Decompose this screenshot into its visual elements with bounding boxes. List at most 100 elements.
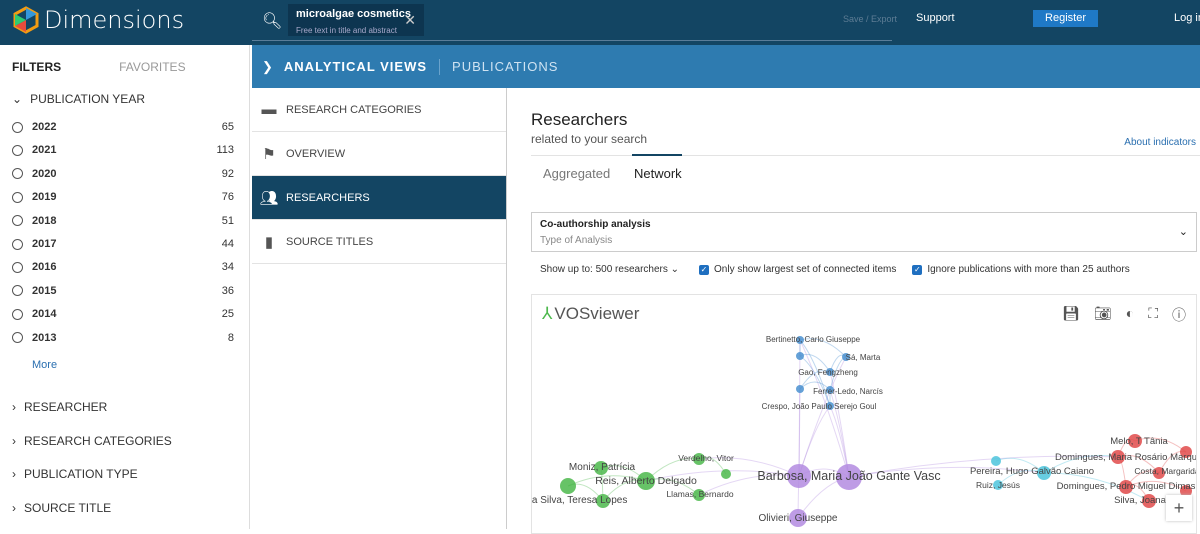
nav-item-research-categories[interactable]: ▬ RESEARCH CATEGORIES — [252, 88, 506, 132]
network-node[interactable] — [796, 352, 804, 360]
filter-section[interactable]: › PUBLICATION TYPE — [12, 467, 138, 481]
more-link[interactable]: More — [32, 359, 58, 371]
network-node[interactable] — [787, 464, 811, 488]
network-node[interactable] — [693, 489, 705, 501]
save-icon[interactable]: 💾︎ — [1062, 305, 1080, 321]
fullscreen-icon[interactable]: ⛶ — [1148, 305, 1158, 321]
node-label: Silva, Joana — [1114, 495, 1166, 506]
save-export-link[interactable]: Save / Export — [843, 14, 898, 24]
network-node[interactable] — [1153, 467, 1165, 479]
radio-button[interactable] — [12, 144, 23, 156]
network-node[interactable] — [1142, 494, 1156, 508]
filter-section[interactable]: › RESEARCHER — [12, 400, 107, 414]
close-icon[interactable]: ✕ — [404, 12, 416, 28]
network-node[interactable] — [1180, 446, 1192, 458]
year-label: 2018 — [32, 214, 57, 227]
radio-button[interactable] — [12, 261, 23, 273]
network-graph[interactable]: Bertinetto, Carlo Giuseppe Sá, Marta Gao, … — [532, 295, 1197, 534]
year-label: 2013 — [32, 331, 57, 344]
filter-label: RESEARCH CATEGORIES — [24, 433, 172, 448]
tab-aggregated[interactable]: Aggregated — [543, 166, 611, 181]
analytical-views-title[interactable]: ANALYTICAL VIEWS — [283, 59, 428, 74]
network-node[interactable] — [842, 353, 850, 361]
dimensions-logo[interactable]: Dimensions — [12, 6, 184, 34]
chevron-right-icon: › — [12, 400, 16, 414]
network-node[interactable] — [594, 461, 608, 475]
year-filter-2017[interactable]: 2017 44 — [12, 238, 234, 250]
login-link[interactable]: Log in — [1174, 12, 1200, 24]
radio-button[interactable] — [12, 121, 23, 133]
network-node[interactable] — [826, 368, 834, 376]
publications-link[interactable]: PUBLICATIONS — [452, 59, 559, 74]
year-filter-2019[interactable]: 2019 76 — [12, 191, 234, 203]
largest-set-checkbox[interactable]: ✓ — [699, 264, 710, 275]
radio-button[interactable] — [12, 285, 23, 297]
network-node[interactable] — [836, 464, 862, 490]
network-node[interactable] — [991, 456, 1001, 466]
show-up-to-select[interactable]: 500 researchers ⌄ — [595, 264, 680, 275]
network-link — [799, 339, 850, 478]
network-node[interactable] — [789, 509, 807, 527]
tab-filters[interactable]: FILTERS — [12, 60, 62, 74]
nav-item-overview[interactable]: ⚑ OVERVIEW — [252, 132, 506, 176]
nav-item-researchers[interactable]: 👥︎ RESEARCHERS — [252, 176, 506, 220]
radio-button[interactable] — [12, 215, 23, 227]
network-node[interactable] — [1119, 480, 1133, 494]
network-node[interactable] — [826, 386, 834, 394]
year-filter-2016[interactable]: 2016 34 — [12, 261, 234, 273]
search-icon[interactable]: 🔍︎ — [262, 13, 283, 30]
network-node[interactable] — [596, 494, 610, 508]
year-filter-2020[interactable]: 2020 92 — [12, 168, 234, 180]
network-node[interactable] — [993, 480, 1003, 490]
register-button[interactable]: Register — [1033, 10, 1098, 27]
network-node[interactable] — [1128, 434, 1142, 448]
tab-network[interactable]: Network — [634, 166, 682, 181]
network-node[interactable] — [560, 478, 576, 494]
theme-icon[interactable]: ◐ — [1125, 305, 1135, 321]
filter-section[interactable]: › SOURCE TITLE — [12, 501, 111, 515]
radio-button[interactable] — [12, 308, 23, 320]
tab-favorites[interactable]: FAVORITES — [119, 60, 186, 74]
logo-text: Dimensions — [44, 6, 185, 34]
vosviewer-logo-icon: ⅄ — [542, 304, 553, 323]
filter-publication-year[interactable]: ⌄ PUBLICATION YEAR — [12, 92, 145, 106]
zoom-in-button[interactable]: + — [1166, 495, 1192, 521]
chevron-right-icon[interactable]: ❯ — [262, 58, 274, 74]
year-filter-2022[interactable]: 2022 65 — [12, 121, 234, 133]
filter-section[interactable]: › RESEARCH CATEGORIES — [12, 434, 172, 448]
year-filter-2021[interactable]: 2021 113 — [12, 144, 234, 156]
year-label: 2017 — [32, 238, 57, 250]
ignore-publications-checkbox[interactable]: ✓ — [912, 264, 923, 275]
year-filter-2014[interactable]: 2014 25 — [12, 308, 234, 320]
network-node[interactable] — [826, 402, 834, 410]
node-label: Barbosa, Maria João Gante Vasc — [757, 469, 940, 483]
network-node[interactable] — [693, 453, 705, 465]
year-count: 36 — [221, 284, 234, 297]
network-node[interactable] — [637, 472, 655, 490]
year-filter-2013[interactable]: 2013 8 — [12, 332, 234, 344]
radio-button[interactable] — [12, 168, 23, 180]
radio-button[interactable] — [12, 238, 23, 250]
about-indicators-link[interactable]: About indicators — [1124, 137, 1196, 148]
network-node[interactable] — [1180, 485, 1192, 497]
camera-icon[interactable]: 📷︎ — [1093, 305, 1112, 321]
network-node[interactable] — [796, 336, 804, 344]
radio-button[interactable] — [12, 332, 23, 344]
network-node[interactable] — [1037, 466, 1051, 480]
radio-button[interactable] — [12, 191, 23, 203]
network-node[interactable] — [1111, 450, 1125, 464]
info-icon[interactable]: ⓘ — [1172, 307, 1186, 323]
nav-label: RESEARCH CATEGORIES — [286, 103, 422, 116]
search-query-chip[interactable]: microalgae cosmetics Free text in title … — [288, 4, 424, 36]
analysis-type-select[interactable]: Co-authorship analysis Type of Analysis … — [531, 212, 1197, 252]
support-link[interactable]: Support — [916, 12, 955, 24]
filter-label: PUBLICATION YEAR — [30, 92, 145, 106]
year-filter-2015[interactable]: 2015 36 — [12, 285, 234, 297]
nav-item-source-titles[interactable]: ▮ SOURCE TITLES — [252, 220, 506, 264]
network-link — [798, 356, 847, 477]
node-label: Domingues, Pedro Miguel Dimas — [1057, 481, 1196, 492]
year-filter-2018[interactable]: 2018 51 — [12, 215, 234, 227]
network-node[interactable] — [721, 469, 731, 479]
network-node[interactable] — [796, 385, 804, 393]
vosviewer-panel[interactable]: Bertinetto, Carlo Giuseppe Sá, Marta Gao, … — [531, 294, 1197, 534]
